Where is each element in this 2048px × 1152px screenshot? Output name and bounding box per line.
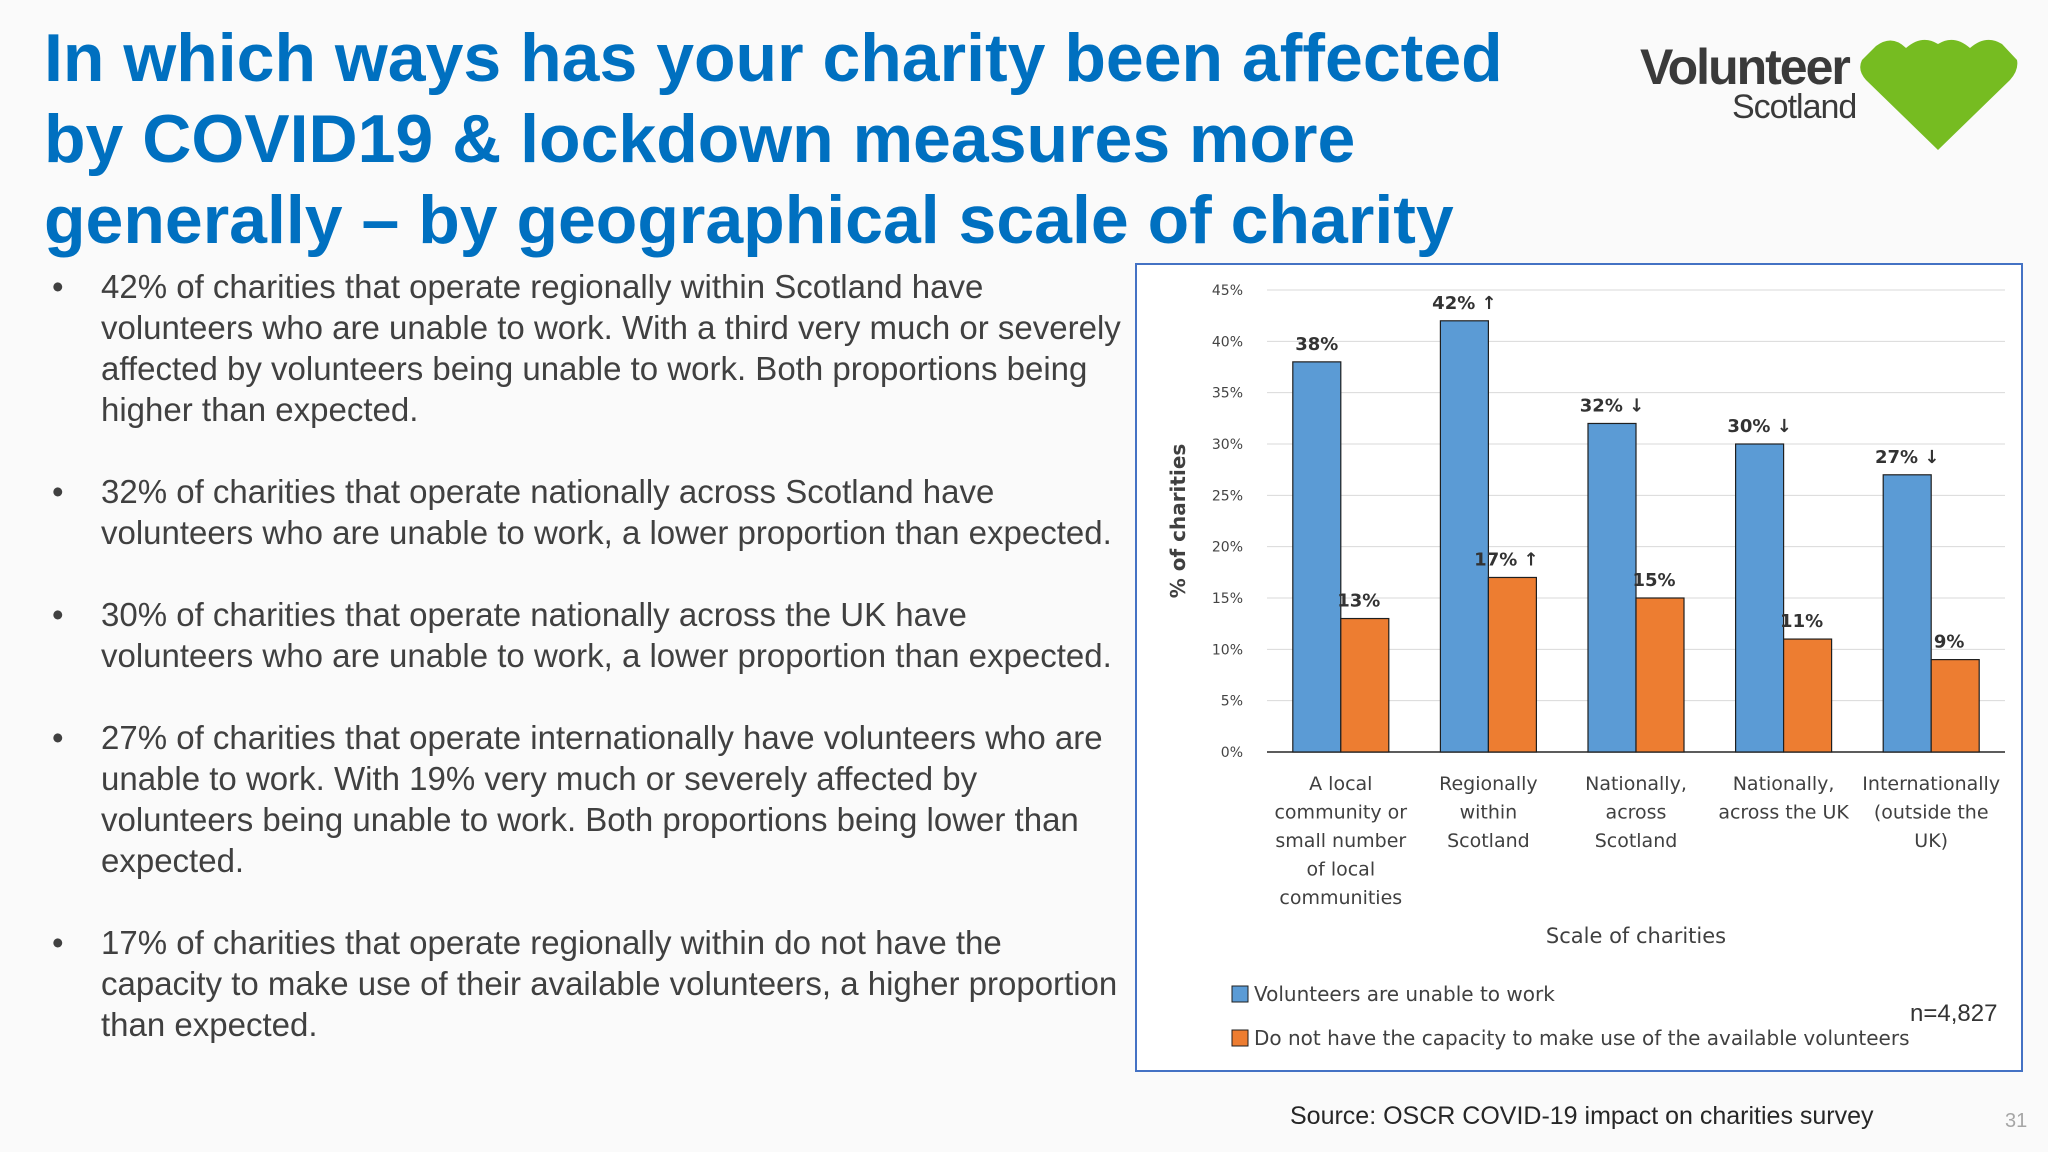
x-category-label: communities bbox=[1279, 887, 1402, 909]
finding-item: 27% of charities that operate internatio… bbox=[44, 717, 1124, 881]
bar-unable-to-work bbox=[1439, 320, 1489, 753]
y-tick-label: 20% bbox=[1212, 540, 1243, 556]
bar-no-capacity bbox=[1782, 638, 1833, 753]
y-tick-label: 35% bbox=[1212, 386, 1243, 402]
finding-item: 17% of charities that operate regionally… bbox=[44, 922, 1124, 1045]
x-category-label: across the UK bbox=[1718, 802, 1849, 824]
y-tick-label: 45% bbox=[1212, 283, 1243, 299]
legend-swatch bbox=[1231, 985, 1249, 1003]
title-line-2: by COVID19 & lockdown measures more bbox=[44, 101, 1356, 177]
volunteer-scotland-logo: Volunteer Scotland bbox=[1640, 39, 2018, 150]
x-category-label: A local bbox=[1309, 773, 1372, 795]
x-category-label: community or bbox=[1274, 802, 1407, 824]
legend-label: Do not have the capacity to make use of … bbox=[1254, 1026, 1910, 1050]
logo-word-volunteer: Volunteer bbox=[1640, 39, 1850, 95]
bar-no-capacity bbox=[1487, 576, 1537, 753]
finding-item: 42% of charities that operate regionally… bbox=[44, 266, 1124, 430]
data-label: 9% bbox=[1934, 632, 1965, 653]
bar-unable-to-work bbox=[1734, 443, 1785, 753]
page-number: 31 bbox=[2005, 1110, 2028, 1132]
bar-unable-to-work bbox=[1882, 474, 1932, 753]
x-category-label: small number bbox=[1275, 830, 1406, 852]
y-tick-label: 10% bbox=[1212, 642, 1243, 658]
y-tick-label: 40% bbox=[1212, 334, 1243, 350]
logo-word-scotland: Scotland bbox=[1732, 88, 1856, 126]
y-tick-label: 25% bbox=[1212, 488, 1243, 504]
y-tick-label: 0% bbox=[1221, 745, 1243, 761]
data-label: 27% ↓ bbox=[1875, 447, 1939, 468]
data-label: 30% ↓ bbox=[1727, 416, 1791, 437]
bar-no-capacity bbox=[1635, 597, 1685, 753]
data-label: 42% ↑ bbox=[1432, 293, 1496, 314]
findings-list: 42% of charities that operate regionally… bbox=[44, 266, 1124, 1086]
x-category-label: within bbox=[1460, 802, 1518, 824]
sample-size-note: n=4,827 bbox=[1910, 1000, 1998, 1027]
y-tick-label: 30% bbox=[1212, 437, 1243, 453]
data-label: 13% bbox=[1337, 591, 1380, 612]
x-category-label: Nationally, bbox=[1733, 773, 1835, 795]
x-category-label: Scotland bbox=[1447, 830, 1530, 852]
finding-item: 32% of charities that operate nationally… bbox=[44, 471, 1124, 553]
x-category-label: of local bbox=[1306, 859, 1375, 881]
chart-panel: 0% 5% 10% 15% 20% 25% 30% 35% 40% 45% 38% 13% A loca… bbox=[1135, 263, 2023, 1072]
bar-no-capacity bbox=[1340, 617, 1390, 753]
data-label: 15% bbox=[1632, 570, 1675, 591]
legend-swatch bbox=[1231, 1029, 1249, 1047]
data-label: 11% bbox=[1780, 611, 1823, 632]
slide-title: In which ways has your charity been affe… bbox=[44, 18, 1584, 261]
x-category-label: Scotland bbox=[1595, 830, 1678, 852]
x-category-label: (outside the bbox=[1874, 802, 1989, 824]
legend-label: Volunteers are unable to work bbox=[1254, 982, 1555, 1006]
bar-chart: 0% 5% 10% 15% 20% 25% 30% 35% 40% 45% 38% 13% A loca… bbox=[1166, 283, 2005, 1050]
title-line-3: generally – by geographical scale of cha… bbox=[44, 182, 1454, 258]
finding-item: 30% of charities that operate nationally… bbox=[44, 594, 1124, 676]
bar-unable-to-work bbox=[1292, 361, 1342, 753]
y-tick-label: 5% bbox=[1221, 694, 1243, 710]
title-line-1: In which ways has your charity been affe… bbox=[44, 20, 1503, 96]
bar-no-capacity bbox=[1930, 659, 1980, 753]
data-label: 17% ↑ bbox=[1474, 549, 1538, 570]
bar-unable-to-work bbox=[1587, 422, 1637, 753]
x-category-label: Internationally bbox=[1862, 773, 2000, 795]
heart-icon bbox=[1860, 39, 2018, 150]
source-citation: Source: OSCR COVID-19 impact on charitie… bbox=[1290, 1102, 1874, 1130]
y-tick-label: 15% bbox=[1212, 591, 1243, 607]
x-category-label: UK) bbox=[1914, 830, 1948, 852]
data-label: 38% bbox=[1295, 334, 1338, 355]
data-label: 32% ↓ bbox=[1580, 395, 1644, 416]
x-category-label: Nationally, bbox=[1585, 773, 1687, 795]
x-axis-title: Scale of charities bbox=[1546, 924, 1726, 948]
x-category-label: across bbox=[1606, 802, 1667, 824]
x-category-label: Regionally bbox=[1439, 773, 1538, 795]
y-axis-title: % of charities bbox=[1166, 444, 1190, 599]
